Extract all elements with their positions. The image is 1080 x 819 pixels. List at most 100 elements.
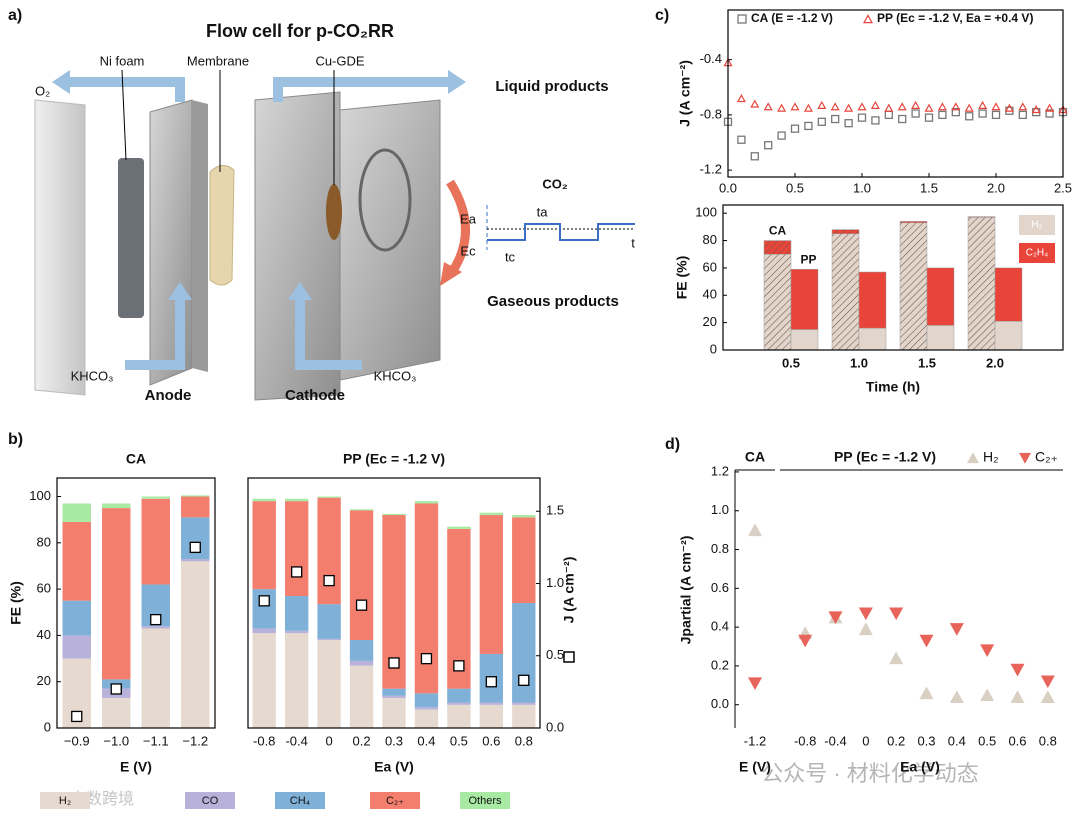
marker: [291, 566, 303, 578]
marker: [355, 599, 368, 611]
x-tick-label: 2.0: [986, 355, 1004, 370]
bar-segment: [512, 515, 536, 518]
x-tick-label: −1.2: [182, 733, 208, 748]
bar-segment: [317, 497, 341, 605]
label: Membrane: [187, 53, 249, 68]
y-tick-label: -0.8: [700, 106, 722, 121]
x-tick-label: 2.5: [1054, 180, 1072, 195]
arrowhead: [288, 282, 312, 300]
bar-segment: [141, 628, 170, 728]
bar-segment: [349, 665, 374, 728]
marker: [777, 103, 787, 112]
marker: [763, 102, 773, 111]
bar-segment: [512, 517, 536, 603]
x-tick-label: 0.3: [917, 733, 935, 748]
arrow: [295, 298, 362, 370]
axis-label: FE (%): [8, 581, 24, 625]
bar-segment: [512, 704, 536, 728]
x-tick-label: −0.9: [64, 733, 90, 748]
label: Gaseous products: [487, 293, 619, 310]
legend-swatch: [370, 792, 420, 809]
marker: [924, 103, 934, 112]
plot-frame: [56, 477, 216, 729]
watermark: 公众号 · 材料化学动态: [761, 761, 979, 786]
y-tick-label: 1.2: [711, 463, 729, 478]
axis-label: E (V): [120, 759, 152, 775]
marker: [817, 100, 827, 109]
chart-title: CA: [126, 451, 146, 467]
plot-frame: [247, 477, 541, 729]
x-tick-label: 0.3: [385, 733, 403, 748]
bar-segment: [252, 589, 276, 629]
marker: [518, 674, 530, 686]
marker: [747, 677, 763, 691]
bar-segment: [181, 495, 210, 497]
panel-label: d): [665, 436, 680, 453]
marker: [150, 613, 162, 626]
x-tick-label: −1.0: [103, 733, 129, 748]
bar-segment: [447, 688, 471, 703]
x-tick-label: 0.2: [887, 733, 905, 748]
marker: [991, 110, 1001, 120]
curved-arrow: [446, 179, 470, 275]
bar-segment: [479, 702, 504, 705]
x-tick-label: 2.0: [987, 180, 1005, 195]
legend-marker: [737, 14, 747, 24]
bar-segment: [967, 216, 996, 218]
group-label: CA: [769, 224, 787, 238]
x-tick-label: 1.0: [853, 180, 871, 195]
y-tick-label: -1.2: [700, 162, 722, 177]
y-tick-label: 100: [695, 205, 717, 220]
label: Ea: [460, 211, 477, 226]
label: CO₂: [542, 176, 568, 191]
marker: [1010, 663, 1025, 677]
bar-segment: [252, 628, 276, 634]
marker: [189, 541, 201, 554]
x-tick-label: 1.0: [850, 355, 868, 370]
x-tick-label: 1.5: [918, 355, 936, 370]
label: Ni foam: [100, 53, 145, 68]
axis-label: FE (%): [674, 256, 690, 300]
x-tick-label: 0.5: [786, 180, 804, 195]
cu-gde: [326, 184, 342, 240]
y-tick-label: 1.5: [546, 503, 564, 518]
arrow: [125, 298, 185, 370]
y-tick-label: 0.6: [711, 580, 729, 595]
label: t: [631, 235, 635, 250]
arrow: [273, 77, 450, 102]
marker: [764, 141, 773, 150]
y-tick-label: 0: [710, 341, 717, 356]
bar-segment: [284, 630, 309, 634]
legend-label: H₂: [1031, 220, 1042, 231]
legend-marker: [1018, 452, 1032, 464]
x-tick-label: -0.4: [824, 733, 846, 748]
y-tick-label: 100: [29, 488, 51, 503]
marker: [777, 131, 786, 140]
bar-segment: [181, 561, 210, 728]
bar-segment: [62, 503, 91, 522]
bar-segment: [317, 638, 341, 641]
x-tick-label: 0.5: [782, 355, 800, 370]
marker: [911, 100, 921, 109]
marker: [884, 103, 894, 112]
marker: [889, 607, 904, 621]
marker: [323, 574, 335, 587]
bar-segment: [141, 496, 170, 499]
marker: [1010, 690, 1025, 703]
legend-marker: [862, 14, 874, 24]
marker: [897, 102, 907, 111]
legend-swatch: [40, 792, 90, 809]
marker: [1018, 102, 1028, 111]
membrane: [209, 165, 235, 286]
bar-segment: [447, 704, 471, 728]
bar-segment: [382, 688, 406, 696]
bar-segment: [252, 633, 276, 728]
chart-title: PP (Ec = -1.2 V): [834, 449, 936, 465]
marker: [1031, 104, 1041, 114]
bar-segment: [181, 559, 210, 562]
y-tick-label: 0.4: [711, 619, 729, 634]
bar-segment: [512, 702, 536, 705]
x-tick-label: 0: [325, 733, 332, 748]
bar-segment: [141, 498, 170, 585]
marker: [1045, 103, 1055, 112]
